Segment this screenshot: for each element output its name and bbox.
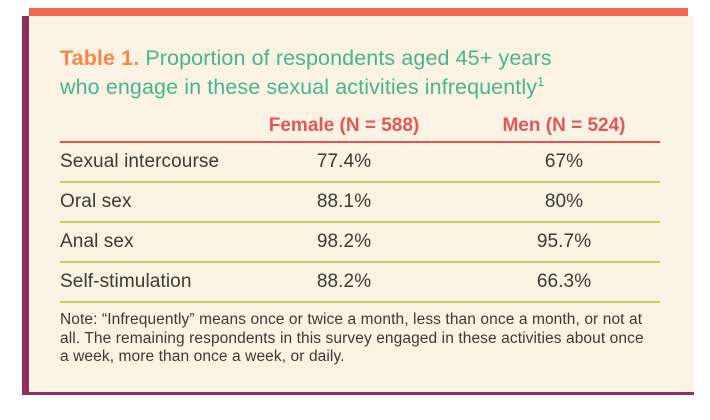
men-value: 95.7%	[536, 231, 592, 252]
table-note: Note: “Infrequently” means once or twice…	[60, 311, 644, 365]
table-number-label: Table 1.	[60, 46, 140, 70]
row-label: Oral sex	[60, 191, 132, 212]
table-title: Table 1. Proportion of respondents aged …	[60, 44, 658, 102]
table-row: Sexual intercourse 77.4% 67%	[60, 143, 660, 183]
data-table: Female (N = 588) Men (N = 524) Sexual in…	[60, 111, 660, 303]
row-label: Self-stimulation	[60, 271, 192, 292]
men-value: 67%	[544, 151, 584, 172]
left-accent-bar	[22, 16, 29, 395]
table-card: Table 1. Proportion of respondents aged …	[29, 16, 694, 392]
row-label: Anal sex	[60, 231, 134, 252]
female-value: 98.2%	[316, 231, 372, 252]
title-text-line-2: who engage in these sexual activities in…	[60, 75, 538, 99]
men-value: 80%	[544, 191, 584, 212]
table-header-row: Female (N = 588) Men (N = 524)	[60, 111, 660, 143]
bottom-accent-bar	[22, 392, 694, 395]
title-line-1: Table 1. Proportion of respondents aged …	[60, 46, 552, 70]
footnote-marker: 1	[537, 73, 545, 89]
female-value: 88.1%	[316, 191, 372, 212]
column-header-men: Men (N = 524)	[502, 115, 626, 136]
table-row: Oral sex 88.1% 80%	[60, 183, 660, 223]
female-value: 88.2%	[316, 271, 372, 292]
row-label: Sexual intercourse	[60, 151, 220, 172]
men-value: 66.3%	[536, 271, 592, 292]
top-accent-bar	[29, 8, 688, 16]
table-row: Anal sex 98.2% 95.7%	[60, 223, 660, 263]
table-row: Self-stimulation 88.2% 66.3%	[60, 263, 660, 303]
title-text-line-1: Proportion of respondents aged 45+ years	[145, 46, 552, 70]
female-value: 77.4%	[316, 151, 372, 172]
column-header-female: Female (N = 588)	[268, 115, 420, 136]
